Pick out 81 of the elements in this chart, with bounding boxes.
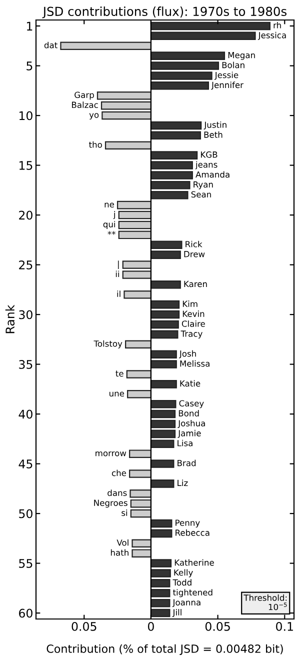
annotation: Katie <box>180 380 200 387</box>
annotation: Tolstoy <box>94 340 122 348</box>
annotation: Megan <box>228 52 255 60</box>
annotation: Rebecca <box>176 529 210 536</box>
annotation: Penny <box>176 520 200 528</box>
annotation: KGB <box>200 151 218 158</box>
annotation: yo <box>89 113 99 120</box>
annotation: Joshua <box>178 420 205 428</box>
x-tick-label: 0.05 <box>72 622 96 631</box>
annotation: tightened <box>173 589 212 598</box>
annotation: ** <box>108 231 116 235</box>
chart-title: JSD contributions (flux): 1970s to 1980s <box>42 6 286 18</box>
annotation: che <box>112 470 126 476</box>
annotation: Garp <box>74 92 94 100</box>
annotation: Josh <box>179 350 196 358</box>
annotation: Bolan <box>222 62 244 68</box>
annotation: Lisa <box>178 440 192 446</box>
annotation: Kevin <box>182 310 204 317</box>
annotation: Melissa <box>180 360 210 367</box>
annotation: Tracy <box>180 330 202 338</box>
annotation: ne <box>104 202 114 208</box>
annotation: Beth <box>204 131 222 138</box>
annotation: Liz <box>178 480 188 486</box>
x-tick-label: 0.1 <box>276 622 293 631</box>
y-tick-label: 10 <box>19 111 32 120</box>
y-tick-label: 60 <box>19 608 32 618</box>
annotation: Jamie <box>178 430 201 438</box>
annotation: jeans <box>195 161 218 170</box>
y-tick-label: 35 <box>19 360 32 369</box>
annotation: qui <box>103 220 116 230</box>
annotation: | <box>118 260 119 269</box>
annotation: une <box>109 392 124 397</box>
annotation: Negroes <box>94 500 128 508</box>
y-tick-label: 55 <box>19 559 32 568</box>
y-axis-title: Rank <box>5 304 15 334</box>
y-tick-label: 15 <box>19 161 32 170</box>
annotation: Kelly <box>174 569 193 578</box>
annotation: tho <box>88 141 102 148</box>
annotation: Jessie <box>214 72 238 80</box>
y-tick-label: 20 <box>19 210 32 220</box>
annotation: Casey <box>179 400 204 408</box>
annotation: Threshold: 10$^{−5}$ <box>244 594 287 610</box>
annotation: Katherine <box>174 559 214 566</box>
annotation: Joanna <box>172 599 200 608</box>
x-axis-title: Contribution (% of total JSD = 0.00482 bit) <box>46 644 283 655</box>
annotation: j <box>113 210 116 220</box>
annotation: hath <box>110 549 128 556</box>
y-tick-label: 45 <box>18 460 32 468</box>
annotation: dat <box>44 42 58 48</box>
annotation: Balzac <box>72 102 98 108</box>
x-tick-label: 0 <box>148 622 154 631</box>
annotation: si <box>122 509 128 516</box>
annotation: morrow <box>96 451 126 456</box>
annotation: dans <box>108 490 127 496</box>
annotation: Drew <box>184 251 205 258</box>
annotation: Karen <box>184 280 207 288</box>
x-tick-label: 0.05 <box>205 622 230 631</box>
y-tick-label: 1 <box>27 22 32 30</box>
annotation: Ryan <box>194 181 213 190</box>
annotation: ii <box>116 270 120 278</box>
annotation: Vol <box>116 539 128 546</box>
y-tick-label: 40 <box>18 410 32 419</box>
annotation: Brad <box>178 460 196 466</box>
y-tick-label: 25 <box>19 260 32 270</box>
annotation: Jill <box>172 608 182 617</box>
annotation: Kim <box>182 300 198 307</box>
y-tick-label: 50 <box>19 509 32 518</box>
annotation: Amanda <box>196 171 230 178</box>
annotation: Bond <box>178 410 199 416</box>
annotation: Claire <box>182 320 205 327</box>
annotation: Justin <box>204 121 226 130</box>
annotation: il <box>117 290 120 297</box>
annotation: Todd <box>172 579 192 586</box>
y-tick-label: 30 <box>19 310 32 320</box>
annotation: Jessica <box>258 32 286 40</box>
annotation: Rick <box>186 240 202 248</box>
annotation: te <box>116 370 124 377</box>
y-tick-label: 5 <box>26 62 32 70</box>
annotation: Sean <box>191 191 211 198</box>
annotation: rh <box>274 22 281 28</box>
annotation: Jennifer <box>211 82 244 90</box>
